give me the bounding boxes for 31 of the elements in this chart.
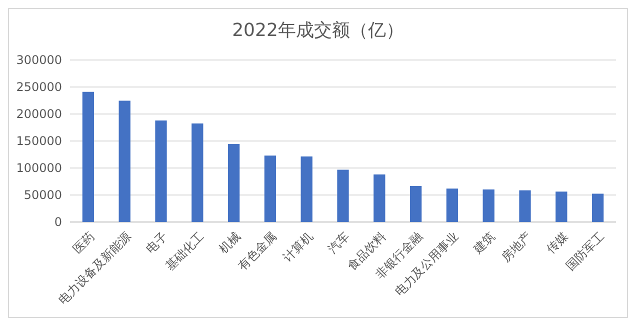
y-tick-label: 300000	[16, 53, 62, 68]
bar	[118, 100, 130, 222]
x-tick-label: 医药	[70, 229, 98, 256]
x-tick-label: 建筑	[470, 229, 498, 257]
x-tick-label: 电子	[143, 229, 170, 256]
bar	[82, 92, 94, 222]
bar	[556, 192, 568, 222]
x-tick-label: 传媒	[544, 229, 570, 256]
y-tick-label: 100000	[16, 161, 62, 176]
bar	[192, 123, 204, 222]
bar	[482, 189, 494, 222]
x-tick-label: 计算机	[280, 229, 316, 265]
y-tick-label: 250000	[16, 80, 62, 94]
bar	[264, 156, 276, 222]
bar	[374, 174, 386, 222]
bar	[446, 188, 458, 222]
x-tick-label: 机械	[216, 229, 243, 256]
y-tick-label: 0	[54, 215, 62, 230]
bar	[300, 156, 312, 222]
chart-title: 2022年成交额（亿）	[232, 20, 404, 41]
bar	[228, 144, 240, 222]
bar	[410, 186, 422, 222]
bar	[519, 190, 531, 222]
bar	[155, 120, 167, 222]
bar	[592, 194, 604, 222]
x-tick-label: 汽车	[325, 229, 352, 256]
bar	[337, 170, 349, 222]
y-tick-label: 200000	[16, 107, 62, 122]
y-tick-label: 50000	[24, 188, 62, 202]
y-tick-label: 150000	[16, 134, 62, 148]
x-tick-label: 房地产	[498, 229, 534, 265]
